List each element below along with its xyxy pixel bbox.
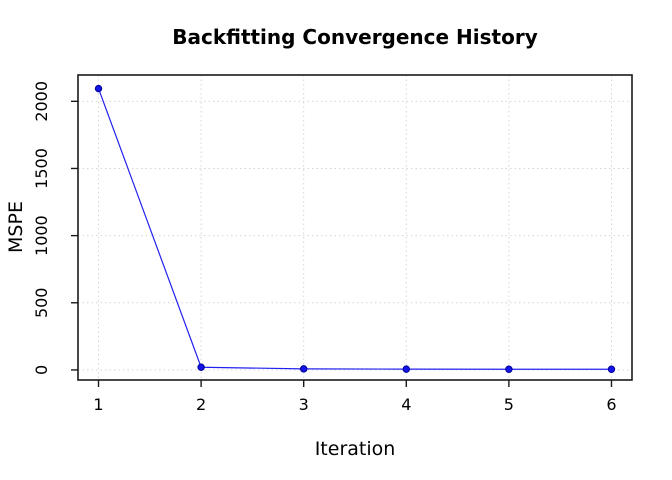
y-tick-label: 0 [32,365,51,375]
data-point [197,363,205,371]
data-point [607,365,616,373]
y-tick-label: 1500 [32,148,51,189]
plot-border [77,74,633,381]
data-point [300,365,308,373]
x-axis-title: Iteration [314,438,396,460]
y-axis-title-text: MSPE [5,201,27,253]
data-point [402,365,410,373]
x-tick-label: 6 [606,395,616,414]
data-point [94,84,103,93]
x-tick-label: 2 [196,395,206,414]
x-tick-label: 5 [504,395,514,414]
data-line [97,88,612,370]
data-point [505,365,513,373]
x-tick-label: 1 [93,395,103,414]
y-tick-label: 1000 [32,215,51,256]
x-tick-label: 3 [299,395,309,414]
y-tick-label: 500 [32,288,51,319]
chart-title: Backfitting Convergence History [172,25,538,49]
y-tick-label: 2000 [32,81,51,122]
x-tick-label: 4 [401,395,411,414]
